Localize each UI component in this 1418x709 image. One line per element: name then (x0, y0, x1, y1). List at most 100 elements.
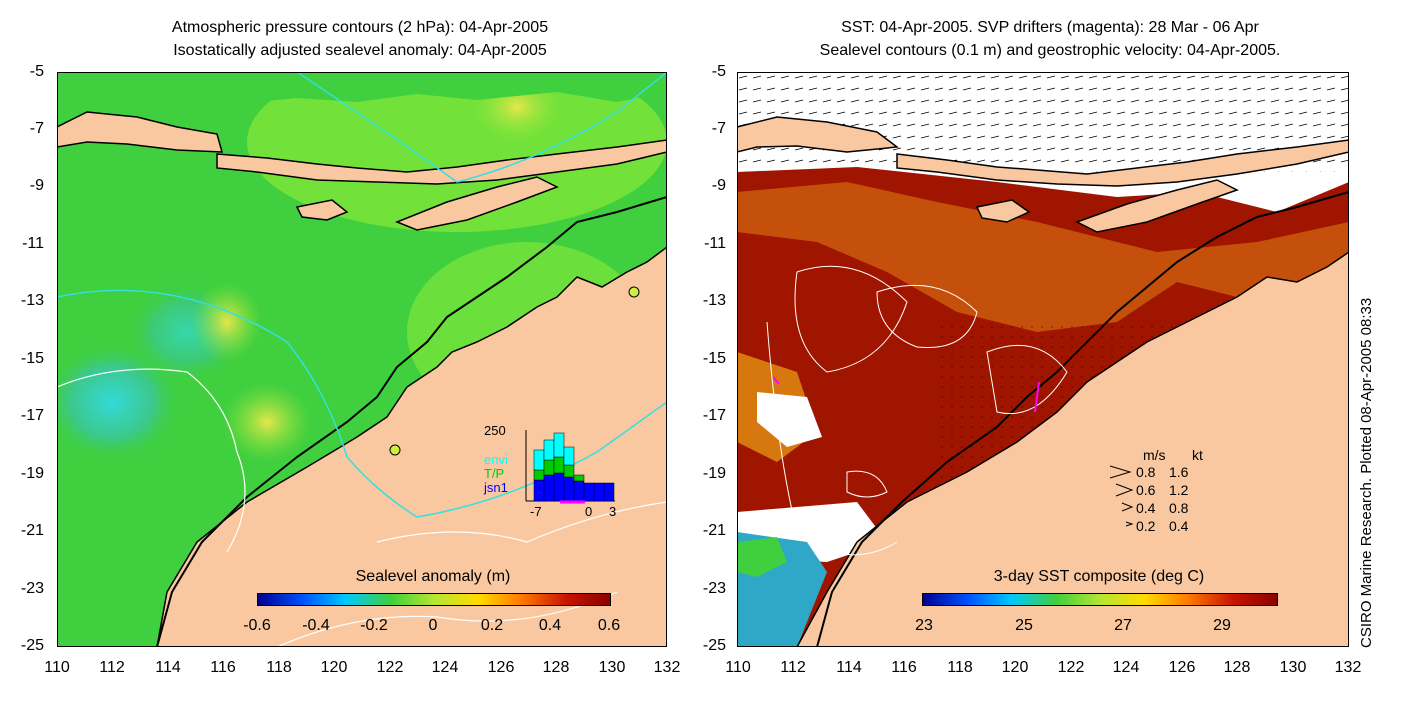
left-colorbar-tick: 0.4 (538, 617, 562, 634)
australia-landmass (796, 251, 1349, 647)
right-colorbar-tick: 23 (915, 617, 933, 634)
left-ytick: -7 (29, 120, 44, 137)
java-island (737, 116, 899, 153)
right-ytick: -15 (702, 350, 726, 367)
australia-landmass (156, 246, 667, 647)
left-colorbar-tick: 0.2 (480, 617, 504, 634)
velocity-arrow-0.8 (1109, 465, 1132, 479)
right-colorbar (922, 593, 1278, 606)
left-xtick: 128 (542, 659, 570, 676)
lesser-sunda-islands (896, 139, 1349, 187)
left-xtick: 116 (210, 659, 236, 676)
left-ytick: -9 (29, 177, 44, 194)
right-ytick: -11 (704, 235, 726, 252)
pressure-contour (57, 289, 667, 518)
inset-bar-jsn1 (583, 482, 595, 502)
right-xtick: 126 (1168, 659, 1196, 676)
left-colorbar-tick: -0.6 (243, 617, 271, 634)
left-ytick: -13 (20, 292, 44, 309)
velocity-legend-arrows (1109, 465, 1134, 527)
left-xtick: 124 (431, 659, 459, 676)
sealevel-contour (876, 284, 978, 349)
inset-bar-tp (573, 474, 585, 482)
inset-bar-jsn1 (533, 479, 545, 502)
inset-bar-jsn1 (553, 472, 565, 502)
left-xtick: 114 (155, 659, 181, 676)
inset-xtick: 3 (609, 504, 617, 519)
left-colorbar-tick: 0.6 (597, 617, 621, 634)
sst-green-patch (737, 537, 787, 577)
tide-gauge-marker (389, 444, 401, 456)
left-anomaly-blob-yellow (192, 282, 262, 362)
sealevel-contour (986, 344, 1068, 415)
timor-island (394, 176, 559, 231)
left-colorbar-tick: 0 (428, 617, 438, 634)
left-title-line2: Isostatically adjusted sealevel anomaly:… (173, 42, 547, 59)
inset-bar-envi (543, 439, 555, 461)
inset-bar-tp (543, 459, 555, 476)
sumba-island (295, 199, 349, 221)
left-colorbar-label: Sealevel anomaly (m) (355, 568, 511, 585)
svp-drifter-track (1034, 381, 1040, 413)
velocity-arrow-0.6 (1115, 483, 1134, 497)
right-xtick: 112 (780, 659, 806, 676)
left-colorbar-tick: -0.2 (360, 617, 388, 634)
right-map (737, 72, 1349, 647)
inset-xtick: 0 (585, 504, 593, 519)
left-title-line1: Atmospheric pressure contours (2 hPa): 0… (171, 19, 549, 36)
right-colorbar-label: 3-day SST composite (deg C) (993, 568, 1205, 585)
inset-xtick: -7 (530, 504, 542, 519)
left-xtick: 122 (376, 659, 404, 676)
right-xtick: 120 (1001, 659, 1029, 676)
sst-orange-patch (737, 182, 1349, 332)
left-ytick: -25 (20, 637, 44, 654)
inset-bar-jsn1 (593, 482, 605, 502)
inset-bar-jsn1 (543, 474, 555, 502)
pressure-contour-white (276, 591, 618, 647)
inset-bar-jsn1 (573, 480, 585, 502)
right-xtick: 116 (891, 659, 917, 676)
right-xtick: 118 (947, 659, 973, 676)
velocity-arrow-0.4 (1121, 502, 1134, 512)
right-xtick: 124 (1112, 659, 1140, 676)
right-xtick: 130 (1279, 659, 1307, 676)
right-ytick: -19 (702, 465, 726, 482)
sealevel-contour (766, 321, 898, 556)
right-colorbar-tick: 29 (1213, 617, 1231, 634)
inset-bar-envi (533, 449, 545, 471)
left-map-frame (57, 72, 667, 647)
left-xtick: 130 (598, 659, 626, 676)
left-xtick: 120 (320, 659, 348, 676)
velocity-legend-kt: 0.4 (1169, 518, 1189, 534)
inset-histogram (525, 430, 615, 504)
velocity-legend-ms: 0.2 (1136, 518, 1156, 534)
shelf-break-contour (156, 196, 667, 647)
inset-bar-tp (553, 456, 565, 474)
left-map (57, 72, 667, 647)
left-anomaly-blob-yellow (222, 382, 312, 462)
right-ytick: -23 (702, 580, 726, 597)
velocity-legend-ms: 0.6 (1136, 482, 1156, 498)
right-ytick: -9 (711, 177, 726, 194)
pressure-contour (296, 72, 667, 183)
sealevel-contour (794, 265, 908, 373)
right-xtick: 128 (1223, 659, 1251, 676)
pressure-contour-white (57, 368, 246, 553)
right-xtick: 110 (725, 659, 751, 676)
velocity-legend-kt: 0.8 (1169, 500, 1189, 516)
left-colorbar (257, 593, 611, 606)
inset-bar-envi (553, 432, 565, 458)
java-island (57, 111, 223, 153)
tide-gauge-marker (628, 286, 640, 298)
left-ytick: -19 (20, 465, 44, 482)
velocity-arrow-0.2 (1125, 521, 1134, 527)
north-landmass (57, 72, 667, 106)
left-xtick: 118 (266, 659, 292, 676)
right-xtick: 114 (836, 659, 862, 676)
right-ytick: -21 (702, 522, 726, 539)
inset-bar-envi (563, 446, 575, 466)
credit-text: CSIRO Marine Research. Plotted 08-Apr-20… (1358, 297, 1375, 648)
right-title-line1: SST: 04-Apr-2005. SVP drifters (magenta)… (841, 19, 1259, 36)
right-colorbar-tick: 25 (1015, 617, 1033, 634)
left-ytick: -21 (20, 522, 44, 539)
